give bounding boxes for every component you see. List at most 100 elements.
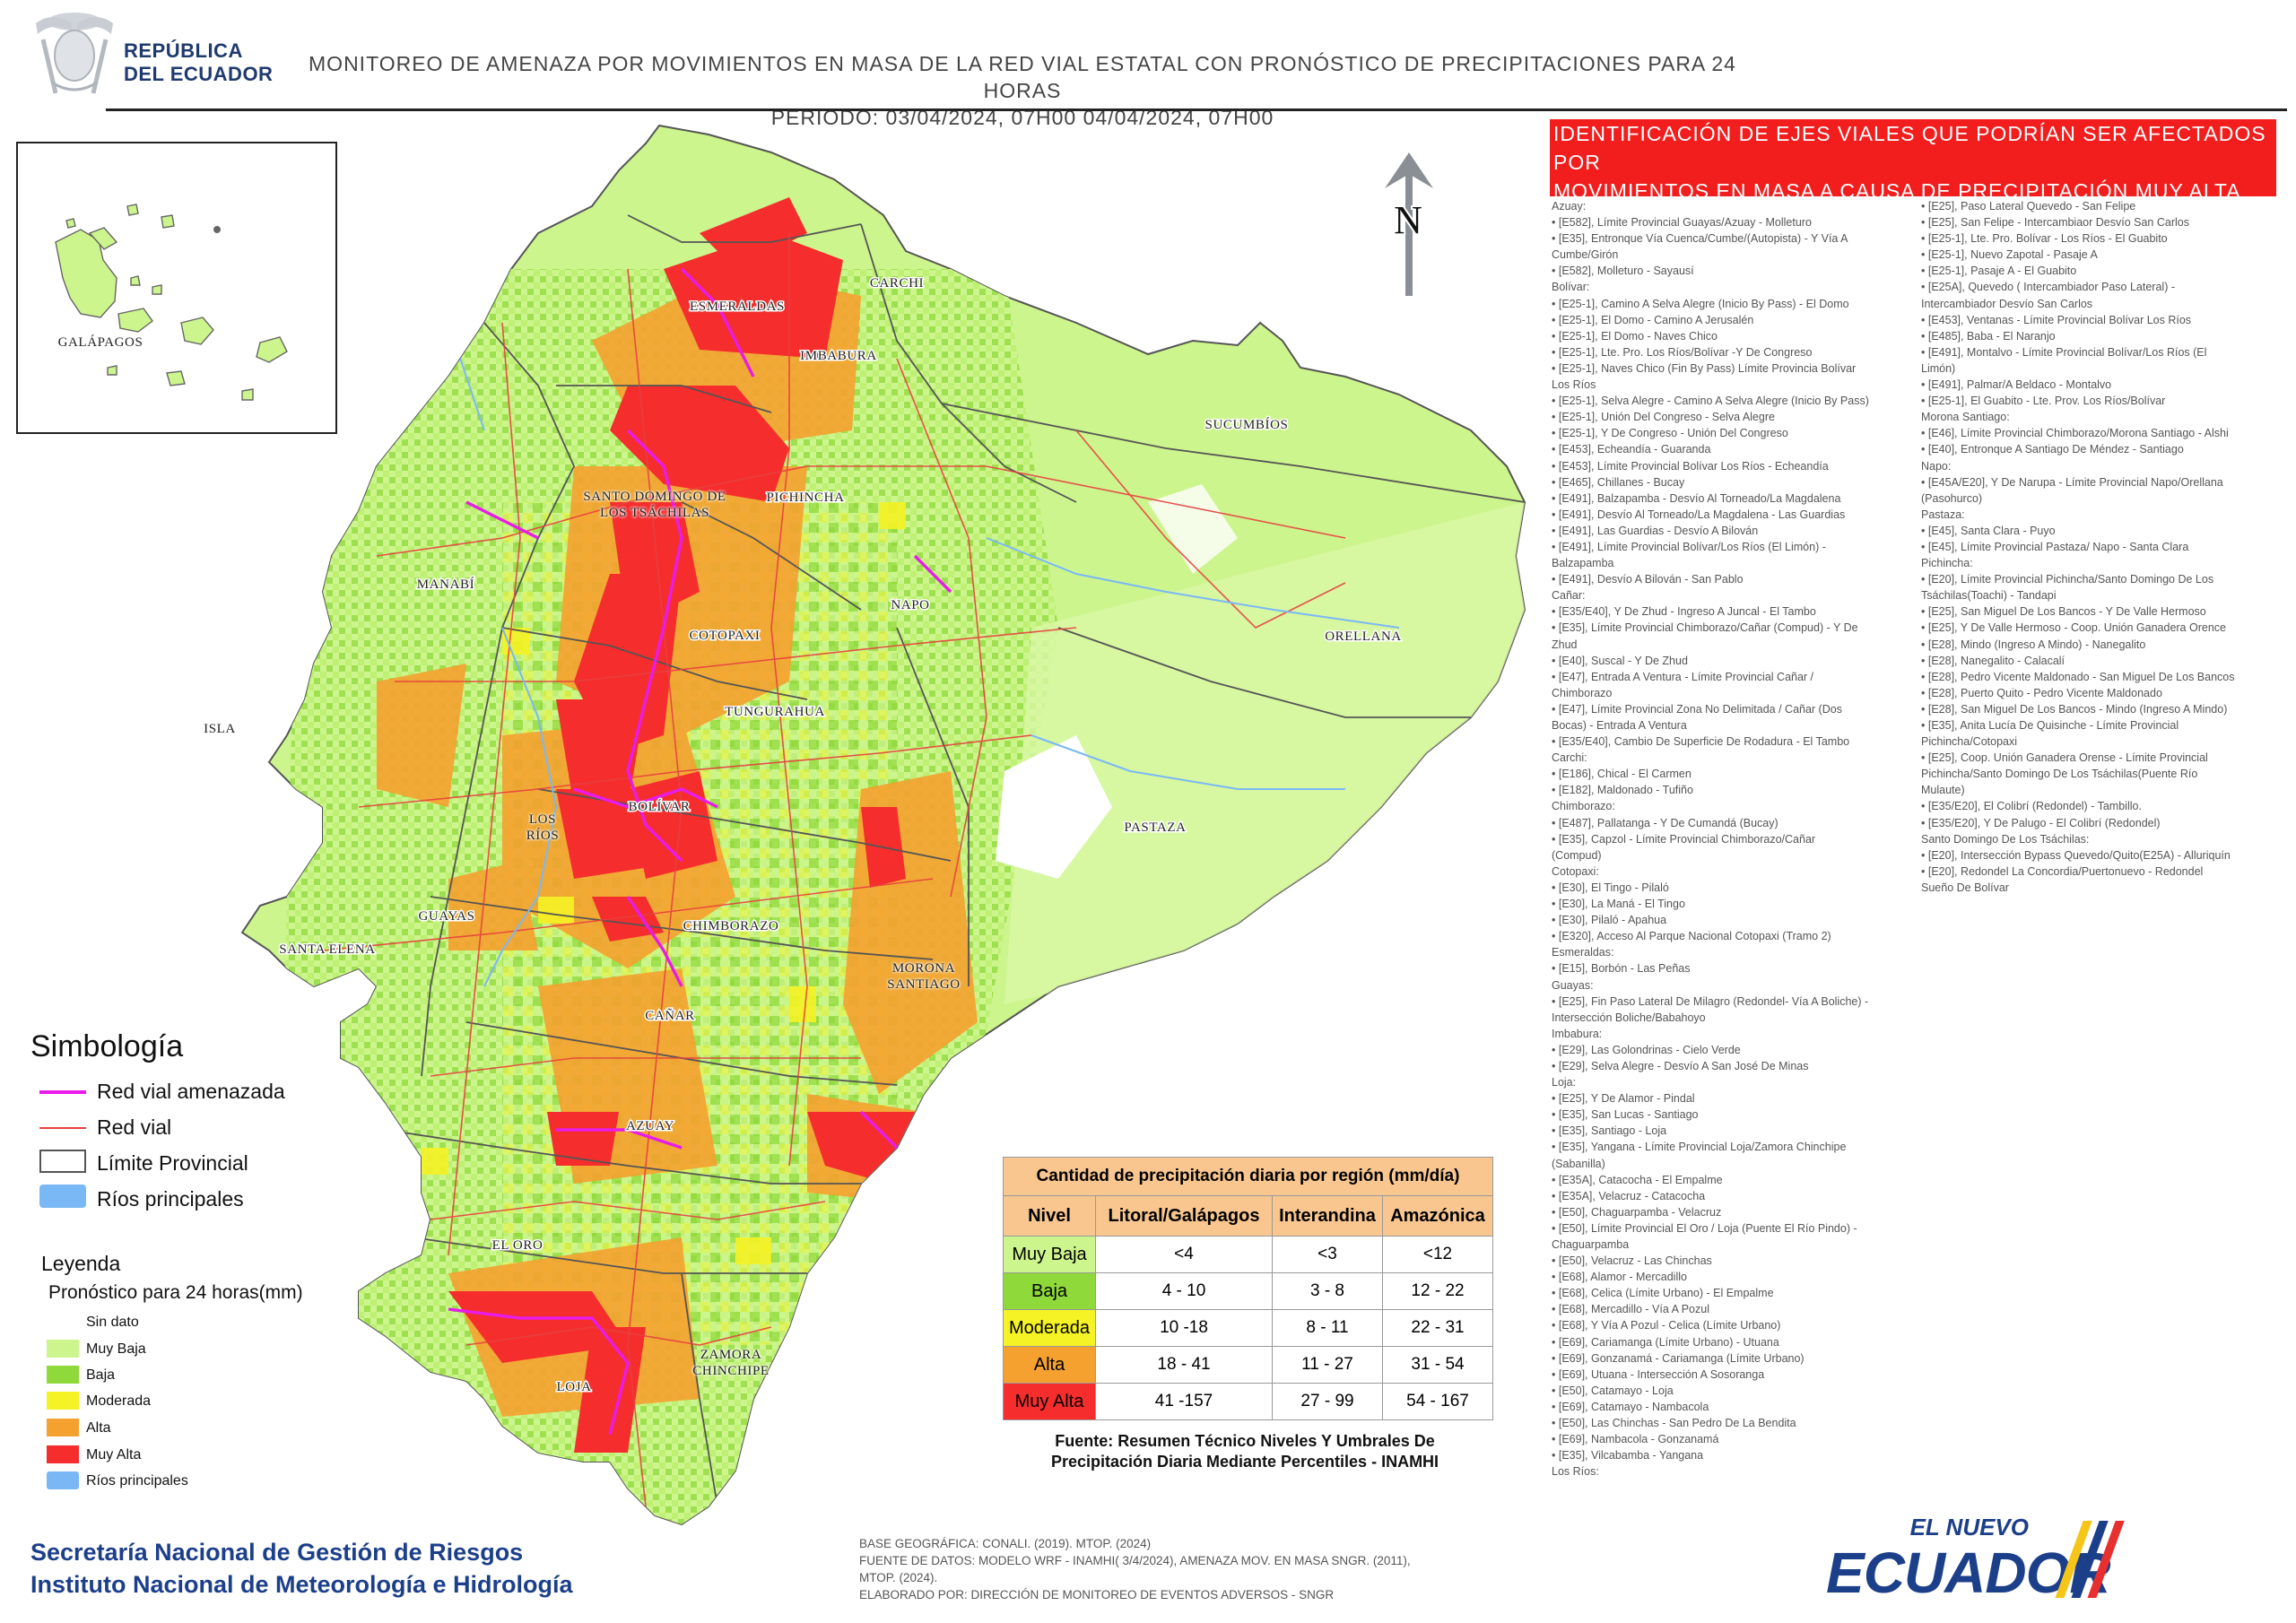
label-galapagos: GALÁPAGOS	[58, 334, 144, 350]
road-list-item: • [E29], Las Golondrinas - Cielo Verde	[1552, 1043, 1741, 1056]
table-row: Muy Alta 41 -157 27 - 99 54 - 167	[1003, 1383, 1493, 1420]
road-list-item: • [E20], Límite Provincial Pichincha/San…	[1921, 573, 2214, 586]
precip-table-source: Fuente: Resumen Técnico Niveles Y Umbral…	[1003, 1431, 1487, 1472]
road-list-item: • [E25], Coop. Unión Ganadera Orense - L…	[1921, 751, 2208, 765]
road-list-item: • [E35], Santiago - Loja	[1552, 1124, 1667, 1138]
threatened-road-swatch	[39, 1082, 86, 1102]
legend-swatch-muy-baja	[47, 1340, 79, 1358]
road-list-item: • [E69], Utuana - Intersección A Sosoran…	[1552, 1367, 1765, 1381]
road-list-item: Bolívar:	[1552, 281, 1590, 294]
label-sucumbios: SUCUMBÍOS	[1205, 417, 1289, 432]
road-list-item: Los Ríos	[1552, 378, 1596, 392]
road-list-item: • [E35A], Velacruz - Catacocha	[1552, 1189, 1706, 1202]
country-line2: DEL ECUADOR	[124, 63, 274, 85]
legend-swatch-moderada	[47, 1392, 79, 1410]
precip-level: Moderada	[1003, 1309, 1096, 1347]
road-list-item: • [E487], Pallatanga - Y De Cumandá (Buc…	[1552, 816, 1779, 829]
road-list-item: • [E46], Límite Provincial Chimborazo/Mo…	[1921, 427, 2229, 440]
road-list-item: • [E50], Catamayo - Loja	[1552, 1384, 1674, 1397]
legend-title: Leyenda	[41, 1252, 121, 1275]
label-tungurahua: TUNGURAHUA	[725, 705, 825, 719]
road-list-header: IDENTIFICACIÓN DE EJES VIALES QUE PODRÍA…	[1550, 119, 2276, 203]
road-list-item: • [E35], Límite Provincial Chimborazo/Ca…	[1552, 621, 1858, 635]
label-el-oro: EL ORO	[492, 1238, 544, 1253]
road-list-item: • [E491], Montalvo - Límite Provincial B…	[1921, 345, 2207, 359]
road-list-item: Cumbe/Girón	[1552, 248, 1619, 262]
legend-rivers: Ríos principales	[86, 1473, 188, 1488]
road-list-item: • [E320], Acceso Al Parque Nacional Coto…	[1552, 930, 1831, 943]
label-orellana: ORELLANA	[1325, 629, 1402, 644]
label-bolivar: BOLÍVAR	[629, 799, 691, 814]
road-list-item: • [E68], Alamor - Mercadillo	[1552, 1271, 1687, 1284]
road-list-item: • [E45A/E20], Y De Narupa - Límite Provi…	[1921, 475, 2223, 489]
footer-org-inamhi: Instituto Nacional de Meteorología e Hid…	[30, 1571, 573, 1598]
road-list-item: • [E582], Molleturo - Sayausí	[1552, 265, 1694, 278]
legend-alta: Alta	[86, 1420, 111, 1436]
coat-of-arms-logo	[25, 4, 258, 102]
precip-litoral: 41 -157	[1095, 1383, 1273, 1420]
road-list-item: • [E69], Nambacola - Gonzanamá	[1552, 1433, 1719, 1446]
road-list-item: • [E25], Y De Alamor - Pindal	[1552, 1092, 1695, 1106]
road-list-item: • [E25], Paso Lateral Quevedo - San Feli…	[1921, 200, 2136, 213]
legend-no-data: Sin dato	[86, 1315, 139, 1330]
road-list-item: • [E491], Las Guardias - Desvío A Bilová…	[1552, 524, 1759, 537]
road-list-item: Intercambiador Desvío San Carlos	[1921, 297, 2093, 310]
road-list-item: • [E25-1], Pasaje A - El Guabito	[1921, 265, 2077, 278]
el-nuevo-ecuador-logo: EL NUEVO ECUADOR	[1821, 1503, 2144, 1610]
road-list-item: • [E28], Mindo (Ingreso A Mindo) - Naneg…	[1921, 638, 2146, 651]
road-list-item: • [E25-1], Lte. Pro. Bolívar - Los Ríos …	[1921, 232, 2168, 246]
label-carchi: CARCHI	[870, 276, 924, 291]
road-list-item: • [E28], Pedro Vicente Maldonado - San M…	[1921, 670, 2235, 683]
country-name: REPÚBLICA DEL ECUADOR	[124, 39, 273, 86]
road-list-item: Imbabura:	[1552, 1027, 1603, 1040]
precip-litoral: <4	[1095, 1236, 1273, 1273]
precip-level: Muy Alta	[1003, 1383, 1096, 1420]
precip-level: Baja	[1003, 1272, 1096, 1310]
road-list-right-column: • [E25], Paso Lateral Quevedo - San Feli…	[1921, 198, 2280, 896]
precip-interandina: 27 - 99	[1272, 1383, 1383, 1420]
road-list-item: • [E25], San Miguel De Los Bancos - Y De…	[1921, 605, 2206, 619]
road-list-item: Azuay:	[1552, 200, 1587, 213]
road-list-item: • [E68], Y Vía A Pozul - Celica (Límite …	[1552, 1319, 1781, 1332]
legend-swatch-alta	[47, 1419, 79, 1436]
road-list-item: • [E28], San Miguel De Los Bancos - Mind…	[1921, 702, 2228, 716]
precip-amazonica: 54 - 167	[1382, 1383, 1493, 1420]
road-list-item: • [E40], Suscal - Y De Zhud	[1552, 654, 1688, 667]
road-list-item: • [E582], Límite Provincial Guayas/Azuay…	[1552, 216, 1812, 230]
road-list-item: • [E69], Cariamanga (Límite Urbano) - Ut…	[1552, 1335, 1779, 1349]
precip-litoral: 18 - 41	[1095, 1346, 1273, 1384]
label-pastaza: PASTAZA	[1124, 820, 1186, 835]
road-list-item: • [E50], Velacruz - Las Chinchas	[1552, 1254, 1712, 1268]
road-list-item: (Compud)	[1552, 848, 1602, 862]
precip-interandina: 8 - 11	[1272, 1309, 1383, 1347]
road-list-item: Chimborazo	[1552, 686, 1613, 699]
precip-level: Alta	[1003, 1346, 1096, 1384]
road-list-item: Loja:	[1552, 1076, 1577, 1089]
road-list-item: Mulaute)	[1921, 784, 1965, 797]
road-list-item: Sueño De Bolívar	[1921, 881, 2009, 894]
legend-moderada: Moderada	[86, 1393, 152, 1409]
road-list-item: • [E485], Baba - El Naranjo	[1921, 329, 2056, 343]
road-list-title-1: IDENTIFICACIÓN DE EJES VIALES QUE PODRÍA…	[1553, 122, 2266, 174]
road-list-item: • [E28], Puerto Quito - Pedro Vicente Ma…	[1921, 686, 2162, 699]
road-list-item: Bocas) - Entrada A Ventura	[1552, 719, 1687, 732]
footer-sources: BASE GEOGRÁFICA: CONALI. (2019). MTOP. (…	[859, 1535, 1505, 1603]
road-list-item: • [E20], Intersección Bypass Quevedo/Qui…	[1921, 848, 2231, 862]
road-list-item: • [E45], Santa Clara - Puyo	[1921, 524, 2056, 537]
legend-swatch-baja	[47, 1366, 79, 1384]
road-list-title-2: MOVIMIENTOS EN MASA A CAUSA DE PRECIPITA…	[1553, 179, 2241, 203]
label-chimborazo: CHIMBORAZO	[683, 919, 779, 933]
road-list-item: • [E35], San Lucas - Santiago	[1552, 1108, 1699, 1122]
road-list-item: • [E35/E40], Cambio De Superficie De Rod…	[1552, 735, 1850, 749]
road-list-item: • [E25-1], Selva Alegre - Camino A Selva…	[1552, 395, 1869, 408]
galapagos-islands: GALÁPAGOS	[55, 204, 288, 401]
label-pichincha: PICHINCHA	[766, 490, 844, 505]
north-arrow-icon: N	[1385, 152, 1433, 296]
road-list-item: Chimborazo:	[1552, 800, 1615, 813]
road-list-item: • [E25-1], El Domo - Camino A Jerusalén	[1552, 313, 1754, 326]
road-list-item: • [E50], Chaguarpamba - Velacruz	[1552, 1205, 1722, 1219]
road-list-item: • [E25-1], El Domo - Naves Chico	[1552, 329, 1718, 343]
road-list-item: • [E35/E20], Y De Palugo - El Colibrí (R…	[1921, 816, 2161, 829]
precip-header-nivel: Nivel	[1003, 1195, 1096, 1237]
legend-baja: Baja	[86, 1367, 116, 1383]
